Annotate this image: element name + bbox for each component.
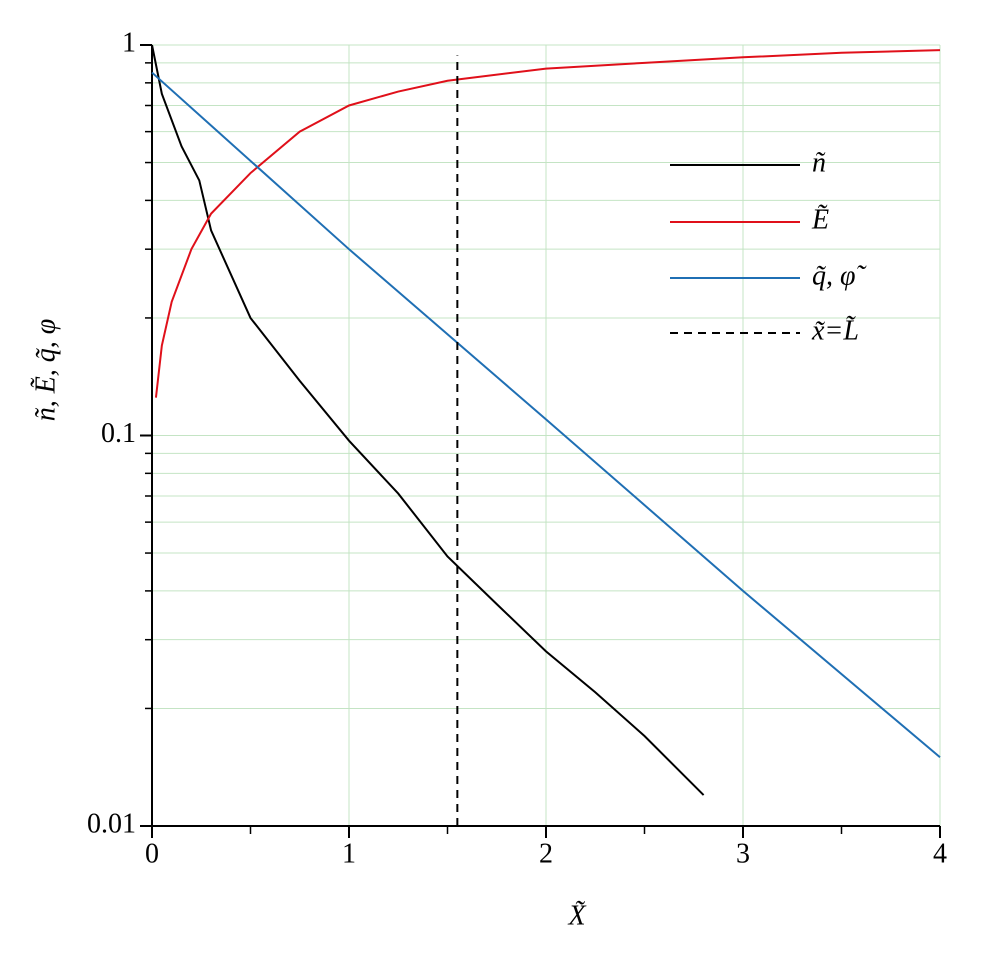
y-tick-label: 0.1 (101, 418, 136, 449)
x-tick-label: 1 (342, 838, 356, 869)
x-axis-label: X̃ (567, 900, 586, 931)
x-tick-label: 0 (145, 838, 159, 869)
series-line (151, 71, 941, 759)
x-tick-label: 4 (933, 838, 947, 869)
legend-label: Ẽ (811, 204, 829, 235)
x-tick-label: 3 (736, 838, 750, 869)
legend-label: ñ (812, 147, 826, 178)
y-tick-label: 0.01 (87, 808, 136, 839)
series-line (151, 44, 705, 796)
series-line (154, 49, 941, 398)
x-tick-label: 2 (539, 838, 553, 869)
legend-label: q̃, φ̃ (812, 260, 867, 291)
y-axis-label: ñ, Ẽ, q̃, φ (30, 319, 61, 422)
legend-label: x̃=L̃ (811, 315, 859, 346)
y-tick-label: 1 (122, 27, 136, 58)
